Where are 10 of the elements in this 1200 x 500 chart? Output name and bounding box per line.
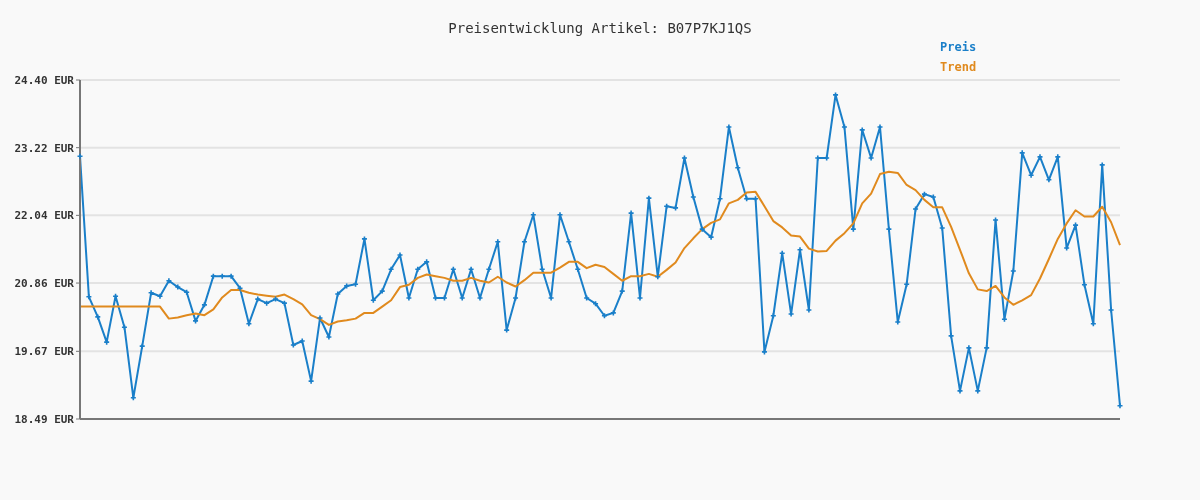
y-tick-label: 23.22 EUR (14, 141, 75, 155)
y-tick-label: 24.40 EUR (14, 73, 75, 87)
y-tick-label: 19.67 EUR (14, 345, 75, 359)
y-tick-label: 20.86 EUR (14, 276, 75, 290)
chart-title: Preisentwicklung Artikel: B07P7KJ1QS (447, 20, 753, 36)
text: Preis (940, 39, 977, 56)
y-tick-label: 22.04 EUR (14, 209, 75, 223)
y-tick-label: 18.49 EUR (14, 412, 75, 426)
line-series (79, 170, 1121, 326)
text: Trend (940, 59, 977, 76)
